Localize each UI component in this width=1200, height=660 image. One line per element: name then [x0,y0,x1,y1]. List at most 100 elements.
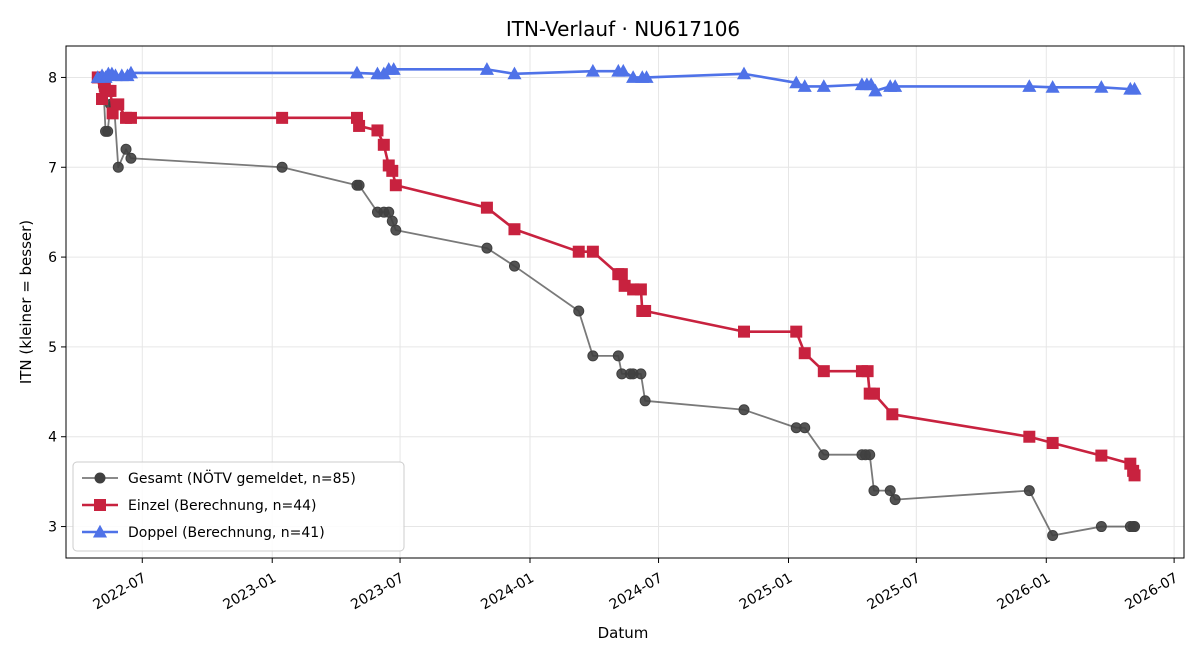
data-point [1022,79,1037,92]
data-point [481,242,493,254]
data-point [377,138,390,151]
data-point [797,79,812,92]
data-point [888,79,903,92]
data-point [112,161,124,173]
data-point [276,161,288,173]
data-point [508,223,521,236]
legend-label: Doppel (Berechnung, n=41) [128,525,325,541]
data-point [1023,485,1035,497]
legend-box [72,461,405,552]
data-point [104,84,117,97]
data-point [349,65,365,79]
data-point [1095,449,1108,462]
series-triangle [90,62,1142,97]
data-point [112,98,125,111]
data-point [1045,80,1060,93]
data-point [386,62,401,75]
data-point [818,449,830,461]
data-point [572,245,585,258]
legend-label: Gesamt (NÖTV gemeldet, n=85) [128,469,356,487]
data-point [479,62,494,75]
data-point [634,283,647,296]
chart-title: ITN-Verlauf · NU617106 [506,17,740,41]
series-square [91,71,1141,482]
data-point [868,83,883,97]
data-point [120,143,132,155]
data-point [102,125,114,137]
series-layer [90,62,1142,542]
data-point [586,245,599,258]
legend-marker [94,499,106,511]
data-point [1046,437,1059,450]
data-point [1023,430,1036,443]
data-point [276,111,289,124]
data-point [639,395,651,407]
data-point [389,179,402,192]
y-tick-label: 4 [48,430,57,446]
data-point [123,65,139,79]
data-point [864,449,876,461]
x-tick-label: 2025-01 [737,570,796,613]
x-tick-label: 2025-07 [865,570,924,613]
data-point [798,347,811,360]
data-point [886,408,899,421]
legend: Gesamt (NÖTV gemeldet, n=85) Einzel (Bere… [72,461,405,552]
data-point [125,152,137,164]
data-point [867,387,880,400]
data-point [861,365,874,378]
legend-marker [92,524,108,538]
x-tick-label: 2026-07 [1122,570,1181,613]
data-point [1094,80,1109,93]
data-point [353,179,365,191]
data-point [1047,530,1059,542]
data-point [386,164,399,177]
data-point [789,75,804,89]
data-point [390,224,402,236]
x-tick-label: 2023-01 [220,570,279,613]
x-axis-label: Datum [598,624,649,642]
x-tick-label: 2023-07 [348,570,407,613]
y-tick-label: 5 [48,340,57,356]
data-point [639,304,652,317]
data-point [615,268,628,281]
data-point [612,350,624,362]
data-point [738,404,750,416]
data-point [616,63,631,77]
data-point [868,485,880,497]
y-axis-label: ITN (kleiner = besser) [17,220,35,384]
data-point [1128,469,1141,482]
data-point [817,365,830,378]
grid [66,46,1184,558]
x-tick-label: 2022-07 [91,570,150,613]
data-point [790,325,803,338]
data-point [1095,521,1107,533]
data-point [626,70,641,83]
data-point [738,325,751,338]
data-point [507,66,522,80]
data-point [639,70,654,83]
y-tick-label: 3 [48,520,57,536]
data-point [1129,521,1141,533]
data-point [480,201,493,214]
data-point [587,350,599,362]
data-point [585,63,600,77]
data-point [799,422,811,434]
data-point [508,260,520,272]
x-tick-label: 2024-01 [478,570,537,613]
data-point [371,124,384,137]
data-point [736,66,752,80]
plot-frame [65,45,1185,559]
x-tick-label: 2026-01 [995,570,1054,613]
legend-marker [94,472,106,484]
data-point [1127,81,1142,95]
y-tick-label: 7 [48,160,57,176]
data-point [124,111,137,124]
x-tick-label: 2024-07 [607,570,666,613]
data-point [816,79,831,92]
y-tick-label: 8 [48,70,57,86]
data-point [353,119,366,132]
data-point [889,494,901,506]
y-tick-label: 6 [48,250,57,266]
data-point [635,368,647,380]
